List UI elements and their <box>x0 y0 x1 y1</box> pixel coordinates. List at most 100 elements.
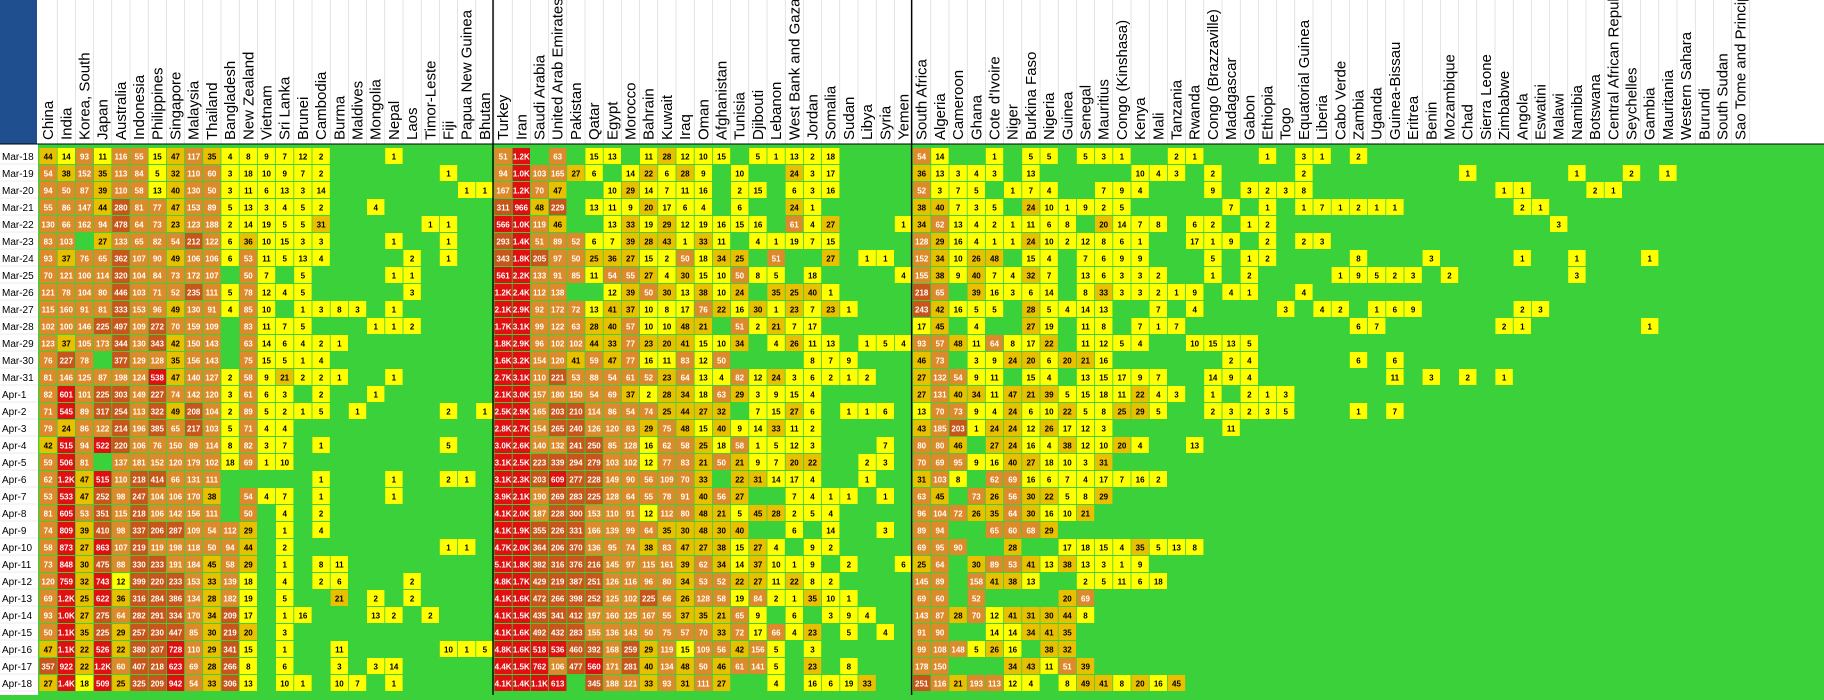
heat-cell <box>476 182 494 198</box>
heat-cell <box>530 267 549 283</box>
heat-cell <box>822 284 840 300</box>
cell-value: 3 <box>828 612 833 621</box>
cell-value: 11 <box>990 374 999 383</box>
cell-value: 51 <box>772 255 781 264</box>
heat-cell <box>239 335 257 351</box>
heat-cell <box>94 437 112 453</box>
cell-value: 47 <box>553 187 562 196</box>
heat-cell <box>640 454 658 470</box>
cell-value: 1 <box>847 374 852 383</box>
cell-value: 16 <box>1099 357 1108 366</box>
heat-cell <box>403 573 421 589</box>
cell-value: 478 <box>114 221 128 230</box>
cell-value: 13 <box>608 221 617 230</box>
heat-cell <box>731 454 749 470</box>
heat-cell <box>1022 148 1040 164</box>
cell-value: 42 <box>735 646 744 655</box>
cell-value: 83 <box>626 425 635 434</box>
heat-cell <box>676 148 694 164</box>
heat-cell <box>785 335 803 351</box>
cell-value: 3 <box>301 187 306 196</box>
cell-value: 28 <box>772 510 781 519</box>
cell-value: 29 <box>735 391 744 400</box>
cell-value: 84 <box>135 170 144 179</box>
cell-value: 18 <box>226 459 235 468</box>
heat-cell <box>276 403 294 419</box>
heat-cell <box>39 369 57 385</box>
heat-cell <box>767 369 785 385</box>
cell-value: 87 <box>80 187 89 196</box>
cell-value: 34 <box>717 561 726 570</box>
heat-cell <box>640 573 658 589</box>
cell-value: 11 <box>663 357 672 366</box>
cell-value: 35 <box>772 289 781 298</box>
cell-value: 1 <box>901 221 906 230</box>
cell-value: 81 <box>44 374 53 383</box>
cell-value: 73 <box>935 357 944 366</box>
cell-value: 16 <box>826 187 835 196</box>
country-label: Sierra Leone <box>1478 54 1495 140</box>
heat-cell <box>494 437 512 453</box>
heat-cell <box>130 148 148 164</box>
heat-cell <box>1095 148 1113 164</box>
heat-cell <box>294 607 312 623</box>
heat-cell <box>185 403 203 419</box>
heat-cell <box>712 386 731 402</box>
cell-value: 3 <box>883 527 888 536</box>
cell-value: 156 <box>751 646 765 655</box>
cell-value: 4.8K <box>495 578 512 587</box>
cell-value: 170 <box>187 612 201 621</box>
heat-cell <box>276 369 294 385</box>
cell-value: 21 <box>699 323 708 332</box>
heat-cell <box>166 539 185 555</box>
cell-value: 44 <box>98 204 107 213</box>
heat-cell <box>203 675 221 691</box>
cell-value: 472 <box>533 595 547 604</box>
cell-value: 2 <box>1356 153 1361 162</box>
cell-value: 11 <box>1118 578 1127 587</box>
cell-value: 1 <box>319 493 324 502</box>
cell-value: 8 <box>1083 493 1088 502</box>
cell-value: 25 <box>917 561 926 570</box>
heat-cell <box>1040 199 1058 215</box>
cell-value: 5 <box>774 272 779 281</box>
cell-value: 122 <box>96 425 110 434</box>
cell-value: 134 <box>660 663 674 672</box>
heat-cell <box>385 369 403 385</box>
country-label: Singapore <box>168 72 185 140</box>
heat-cell <box>603 590 621 606</box>
cell-value: 86 <box>608 408 617 417</box>
cell-value: 4 <box>1229 289 1234 298</box>
cell-value: 50 <box>244 272 253 281</box>
cell-value: 38 <box>644 544 653 553</box>
heat-cell <box>1076 148 1095 164</box>
heat-cell <box>803 658 822 674</box>
cell-value: 29 <box>1136 408 1145 417</box>
heat-cell <box>57 556 75 572</box>
heat-cell <box>494 386 512 402</box>
heat-cell <box>749 420 767 436</box>
cell-value: 18 <box>1045 459 1054 468</box>
cell-value: 10 <box>1136 170 1145 179</box>
cell-value: 4 <box>1138 340 1143 349</box>
cell-value: 47 <box>80 493 89 502</box>
heat-cell <box>166 284 185 300</box>
cell-value: 77 <box>662 459 671 468</box>
cell-value: 4 <box>264 493 269 502</box>
heat-cell <box>294 301 312 317</box>
heat-cell <box>640 658 658 674</box>
cell-value: 98 <box>116 527 125 536</box>
heat-cell <box>512 607 530 623</box>
cell-value: 182 <box>223 595 237 604</box>
cell-value: 2 <box>1229 357 1234 366</box>
heat-cell <box>130 199 148 215</box>
heat-cell <box>312 522 330 538</box>
cell-value: 873 <box>60 544 74 553</box>
cell-value: 128 <box>151 357 165 366</box>
heat-cell <box>603 386 621 402</box>
cell-value: 15 <box>244 646 253 655</box>
cell-value: 6 <box>792 527 797 536</box>
country-label: Seychelles <box>1624 67 1641 140</box>
cell-value: 3 <box>1174 391 1179 400</box>
heat-cell <box>512 505 530 521</box>
